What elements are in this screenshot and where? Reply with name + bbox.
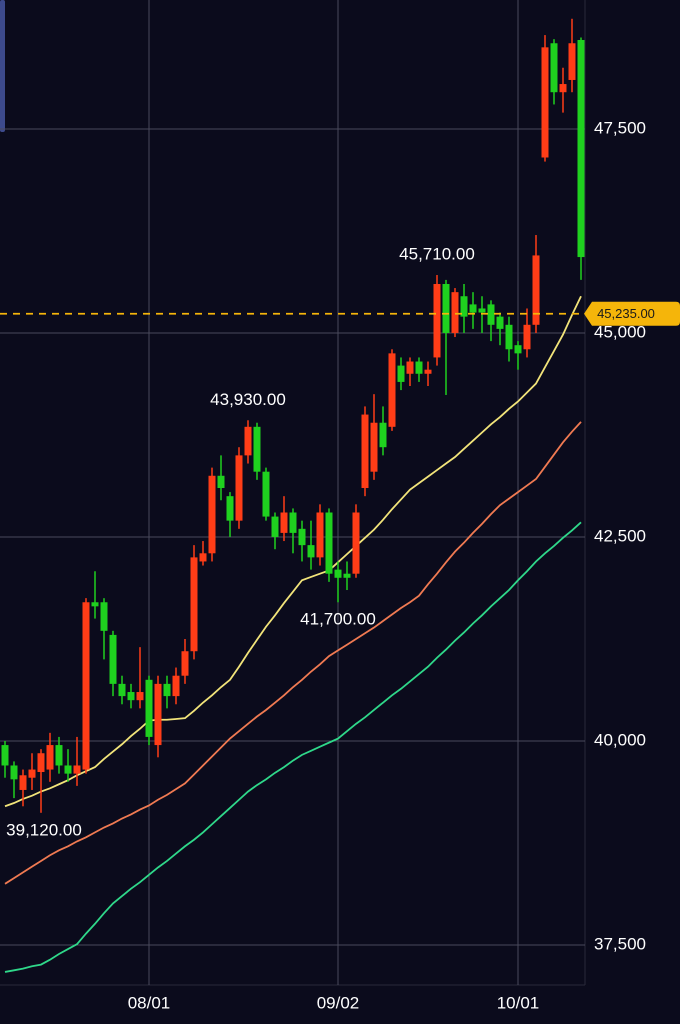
moving-average bbox=[4, 295, 582, 808]
moving-average bbox=[4, 421, 582, 885]
candle-body bbox=[118, 683, 126, 697]
candle-body bbox=[181, 651, 189, 676]
candle-body bbox=[163, 683, 171, 697]
candle-body bbox=[208, 475, 216, 554]
candle-body bbox=[172, 675, 180, 697]
candle-body bbox=[505, 324, 513, 350]
candle-body bbox=[361, 414, 369, 489]
moving-average bbox=[4, 521, 582, 973]
y-tick-label: 42,500 bbox=[594, 526, 646, 545]
candle-body bbox=[19, 775, 27, 790]
annotation: 43,930.00 bbox=[210, 390, 286, 409]
candle-body bbox=[541, 47, 549, 158]
candle-body bbox=[307, 545, 315, 558]
candle-body bbox=[82, 602, 90, 770]
candle-body bbox=[577, 39, 585, 258]
candle-body bbox=[550, 43, 558, 93]
candle-body bbox=[568, 43, 576, 80]
candle-body bbox=[10, 765, 18, 780]
candle-body bbox=[478, 308, 486, 313]
candle-body bbox=[145, 679, 153, 737]
annotation: 45,710.00 bbox=[399, 245, 475, 264]
candle-body bbox=[316, 512, 324, 558]
candle-body bbox=[1, 745, 9, 766]
candle-body bbox=[523, 324, 531, 350]
candle-body bbox=[442, 283, 450, 333]
candle-body bbox=[559, 84, 567, 93]
candle-body bbox=[343, 573, 351, 578]
candle-body bbox=[289, 512, 297, 533]
candle-body bbox=[127, 692, 135, 701]
x-tick-label: 08/01 bbox=[128, 993, 171, 1012]
x-tick-label: 09/02 bbox=[317, 993, 360, 1012]
candle-body bbox=[73, 765, 81, 774]
candle-body bbox=[406, 361, 414, 374]
candle-body bbox=[325, 512, 333, 574]
candle-body bbox=[226, 496, 234, 521]
candle-body bbox=[280, 512, 288, 533]
candle-body bbox=[370, 422, 378, 472]
candle-body bbox=[64, 765, 72, 774]
candle-body bbox=[514, 345, 522, 354]
candle-body bbox=[46, 745, 54, 770]
candle-body bbox=[397, 365, 405, 382]
candle-body bbox=[136, 692, 144, 701]
annotation: 41,700.00 bbox=[300, 610, 376, 629]
candle-body bbox=[217, 475, 225, 489]
candle-body bbox=[496, 316, 504, 329]
candle-body bbox=[424, 369, 432, 374]
candle-body bbox=[154, 683, 162, 746]
annotation: 39,120.00 bbox=[6, 820, 82, 839]
side-tab[interactable] bbox=[0, 0, 5, 132]
candle-body bbox=[253, 426, 261, 472]
candle-body bbox=[262, 471, 270, 517]
candle-body bbox=[190, 557, 198, 652]
candle-body bbox=[235, 455, 243, 521]
candle-body bbox=[460, 296, 468, 317]
y-tick-label: 45,000 bbox=[594, 322, 646, 341]
candle-body bbox=[352, 512, 360, 574]
x-tick-label: 10/01 bbox=[497, 993, 540, 1012]
last-price-label: 45,235.00 bbox=[597, 306, 655, 321]
candle-body bbox=[334, 569, 342, 578]
candle-body bbox=[91, 602, 99, 607]
candle-body bbox=[37, 753, 45, 773]
candle-body bbox=[244, 426, 252, 456]
candle-body bbox=[109, 634, 117, 684]
candle-body bbox=[379, 422, 387, 448]
candle-body bbox=[415, 361, 423, 374]
candle-body bbox=[451, 292, 459, 333]
candle-body bbox=[487, 304, 495, 325]
candle-body bbox=[532, 255, 540, 325]
candle-body bbox=[433, 283, 441, 358]
candle-body bbox=[271, 516, 279, 537]
y-tick-label: 40,000 bbox=[594, 730, 646, 749]
candle-body bbox=[199, 553, 207, 562]
candle-body bbox=[55, 745, 63, 766]
y-tick-label: 37,500 bbox=[594, 934, 646, 953]
candle-body bbox=[469, 304, 477, 313]
candle-body bbox=[298, 528, 306, 546]
candle-body bbox=[388, 353, 396, 427]
candle-body bbox=[28, 769, 36, 778]
candle-body bbox=[100, 602, 108, 631]
last-price-badge bbox=[584, 301, 680, 326]
y-tick-label: 47,500 bbox=[594, 118, 646, 137]
